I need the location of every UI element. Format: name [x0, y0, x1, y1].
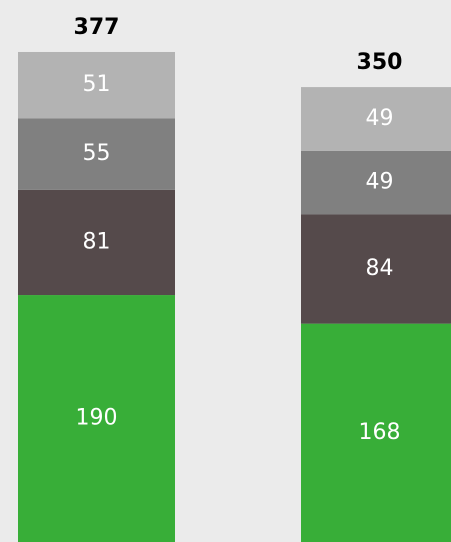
segment-label: 49 — [366, 106, 394, 131]
bar-segment — [18, 295, 175, 542]
bar-segment — [18, 51, 175, 119]
total-label: 377 — [74, 15, 120, 40]
total-label: 350 — [357, 50, 403, 75]
segment-label: 190 — [76, 406, 118, 431]
segment-label: 84 — [366, 256, 394, 281]
bar-segment — [18, 118, 175, 190]
segment-label: 168 — [359, 420, 401, 445]
bar-segment — [301, 323, 451, 542]
bar-segment — [301, 214, 451, 324]
segment-label: 55 — [83, 141, 111, 166]
segment-label: 81 — [83, 229, 111, 254]
segment-label: 49 — [366, 170, 394, 195]
bar-segment — [301, 87, 451, 151]
segment-label: 51 — [83, 72, 111, 97]
bar-segment — [301, 150, 451, 215]
bar-segment — [18, 189, 175, 296]
